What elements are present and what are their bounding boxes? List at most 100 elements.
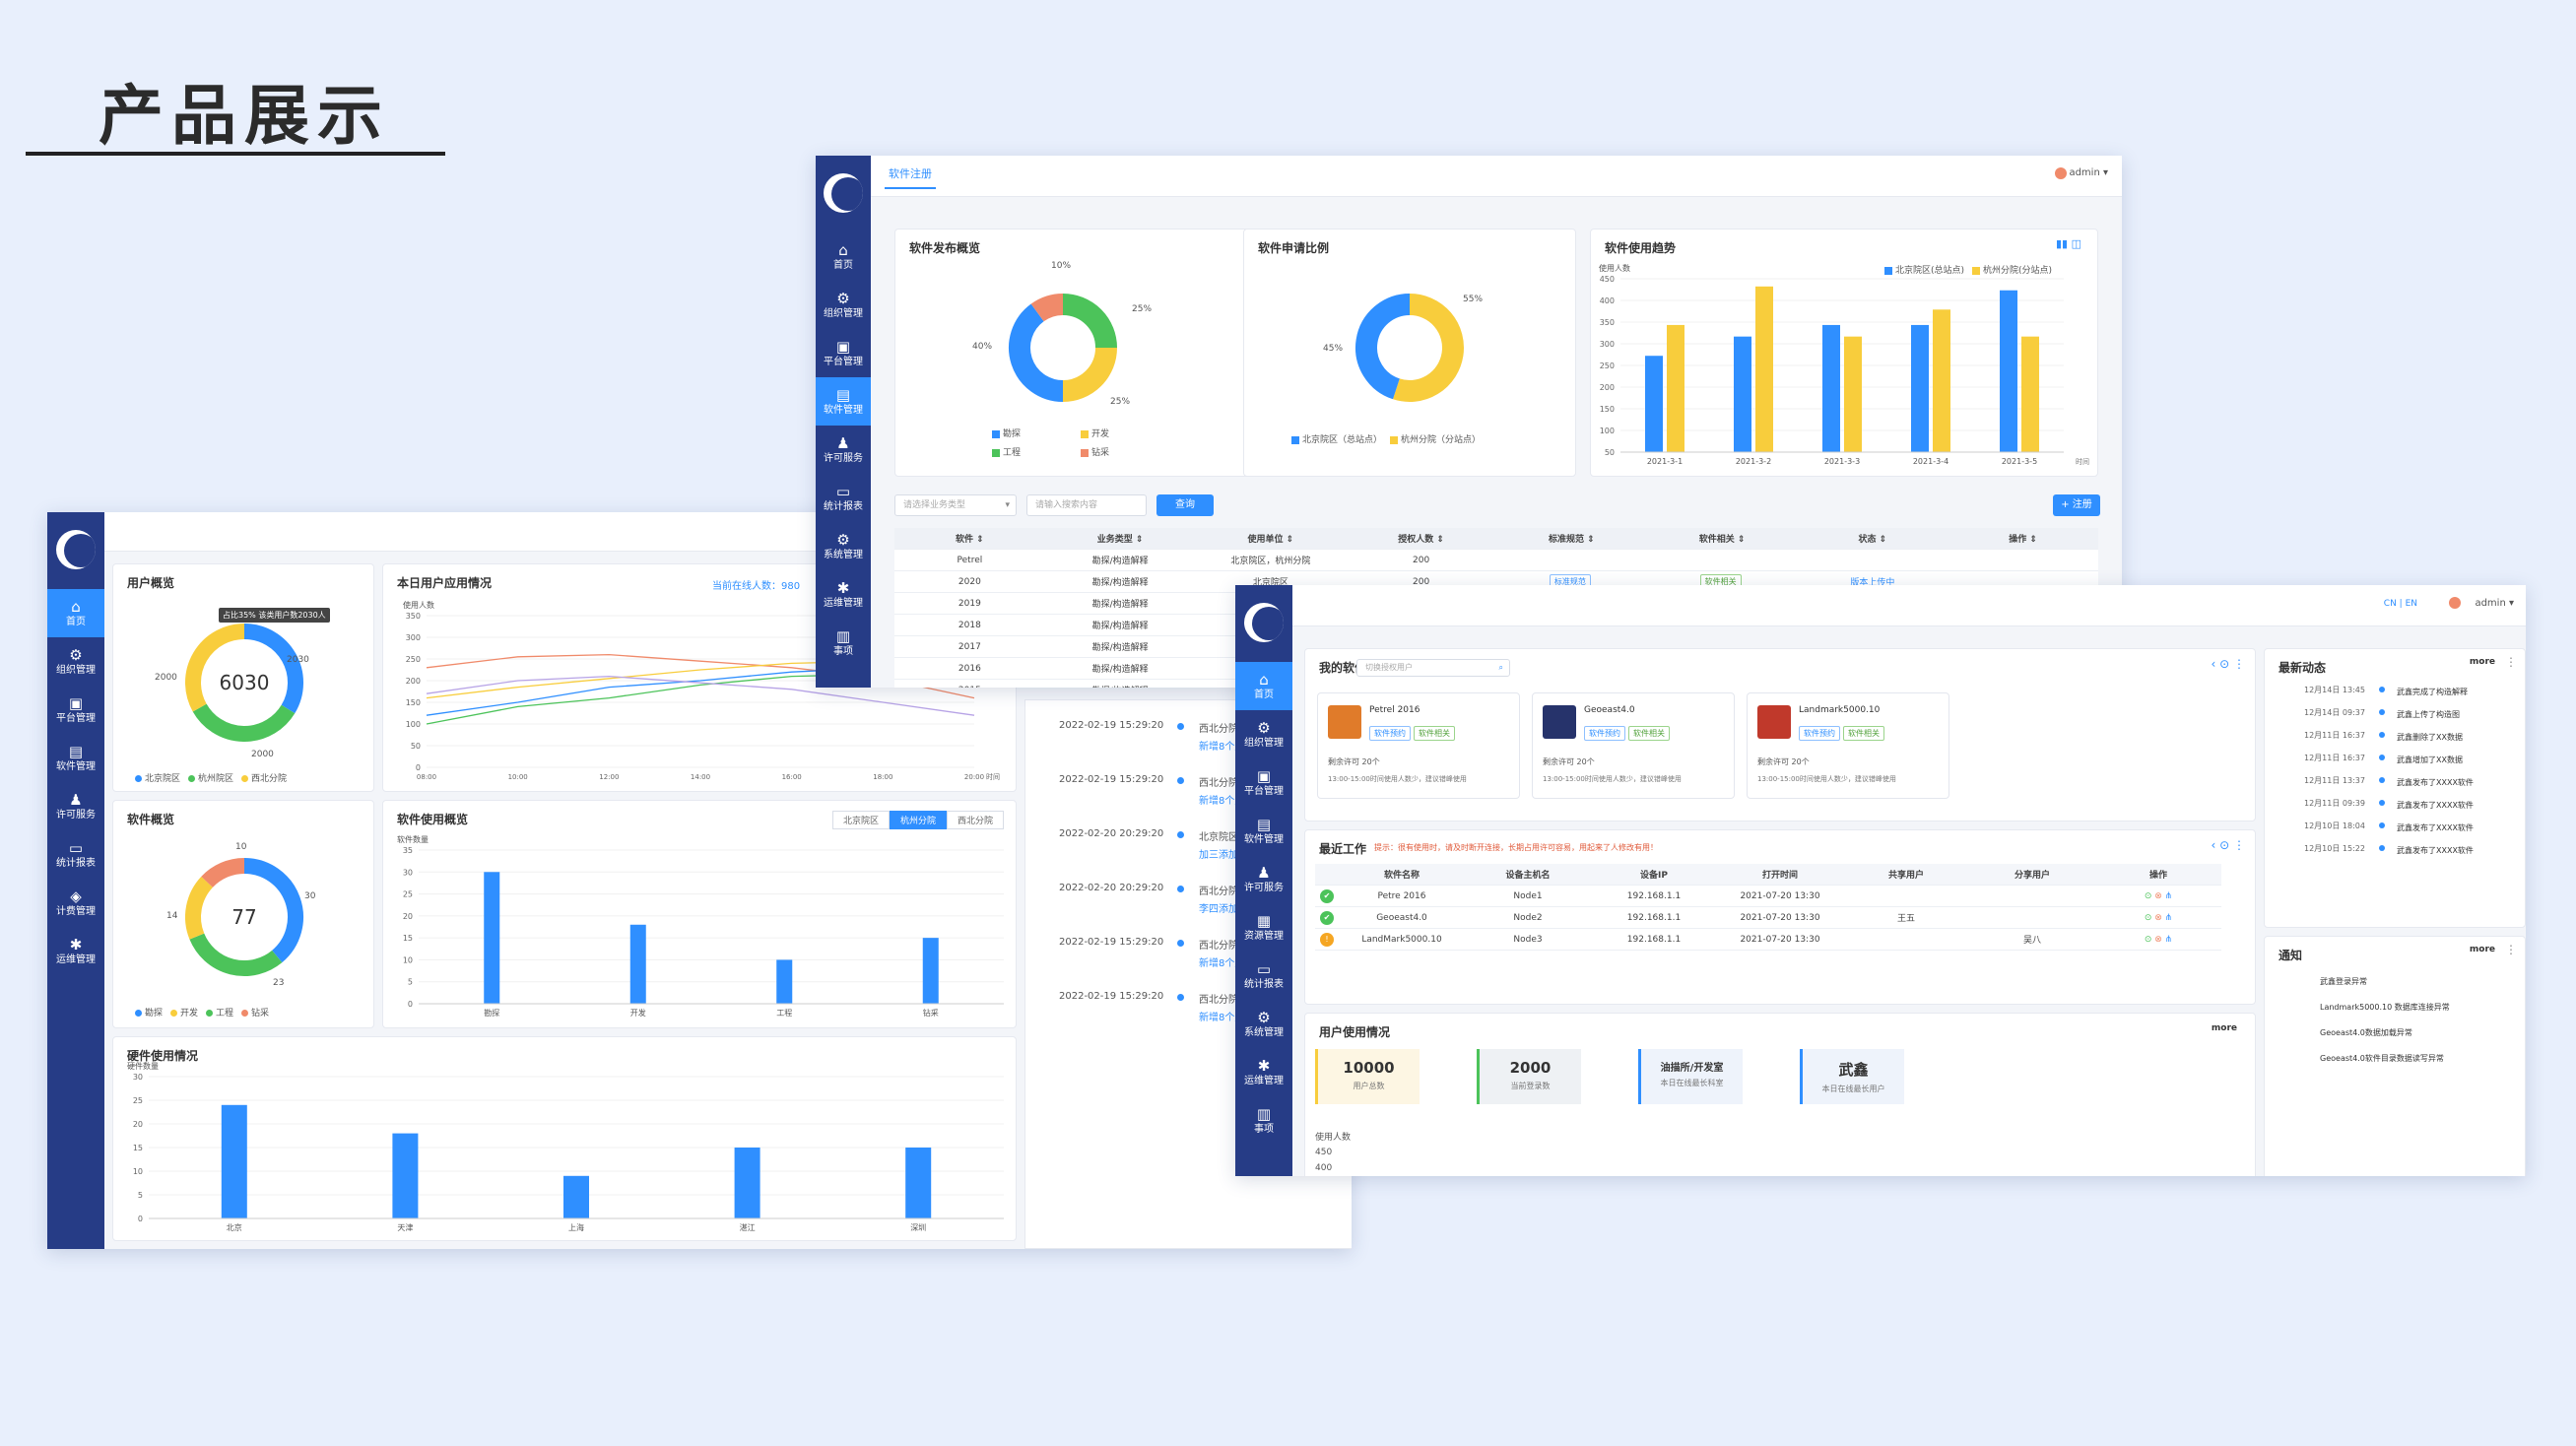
- bell-icon[interactable]: [2449, 597, 2461, 609]
- sidebar-item[interactable]: ♟ 许可服务: [816, 426, 871, 474]
- check-icon[interactable]: ⊙: [2144, 890, 2155, 901]
- x-tick-label: 开发: [630, 1008, 646, 1018]
- reserve-tag[interactable]: 软件预约: [1799, 726, 1840, 741]
- sidebar-item[interactable]: ▦ 资源管理: [1235, 903, 1292, 952]
- search-button[interactable]: 查询: [1156, 494, 1214, 516]
- business-type-select[interactable]: 请选择业务类型 ▾: [894, 494, 1017, 516]
- sidebar-item[interactable]: ♟ 许可服务: [47, 782, 104, 830]
- y-axis-label: 软件数量: [397, 834, 429, 844]
- news-time: 12月11日 13:37: [2304, 776, 2365, 785]
- sidebar-item[interactable]: ▤ 软件管理: [1235, 807, 1292, 855]
- sidebar-item[interactable]: ▤ 软件管理: [816, 377, 871, 426]
- sidebar-item[interactable]: ✱ 运维管理: [816, 570, 871, 619]
- sidebar-item[interactable]: ⚙ 组织管理: [816, 281, 871, 329]
- sidebar-item[interactable]: ▭ 统计报表: [1235, 952, 1292, 1000]
- sidebar-item[interactable]: ▥ 事项: [1235, 1096, 1292, 1145]
- table-row[interactable]: 2015勘探/构造解释: [894, 680, 2098, 689]
- sidebar-item[interactable]: ⚙ 系统管理: [816, 522, 871, 570]
- stat-label: 当前登录数: [1510, 1082, 1551, 1090]
- more-link[interactable]: more: [2469, 945, 2495, 954]
- sidebar-item-label: 软件管理: [824, 405, 863, 416]
- check-icon[interactable]: ⊙: [2144, 912, 2155, 923]
- reserve-tag[interactable]: 软件预约: [1584, 726, 1625, 741]
- sidebar-item-label: 运维管理: [56, 954, 96, 965]
- share-icon[interactable]: ⋔: [2164, 890, 2173, 901]
- search-input[interactable]: 请输入搜索内容: [1026, 494, 1147, 516]
- sidebar-item[interactable]: ▭ 统计报表: [47, 830, 104, 879]
- related-tag[interactable]: 软件相关: [1843, 726, 1884, 741]
- notice-item[interactable]: Geoeast4.0软件目录数据读写异常: [2320, 1054, 2444, 1063]
- legend-swatch: [241, 775, 249, 782]
- carousel-controls[interactable]: ‹ ⊙ ⋮: [2211, 838, 2245, 852]
- notice-item[interactable]: Geoeast4.0数据加载异常: [2320, 1028, 2412, 1037]
- sidebar-item[interactable]: ◈ 计费管理: [47, 879, 104, 927]
- kebab-icon[interactable]: ⋮: [2505, 655, 2517, 669]
- reserve-tag[interactable]: 软件预约: [1369, 726, 1411, 741]
- sidebar-item[interactable]: ▣ 平台管理: [1235, 758, 1292, 807]
- language-switch[interactable]: CN | EN: [2383, 599, 2417, 609]
- label-left: 2000: [155, 673, 177, 683]
- table-row[interactable]: Petrel 勘探/构造解释 北京院区，杭州分院 200: [894, 550, 2098, 571]
- tab-software-register[interactable]: 软件注册: [885, 165, 936, 189]
- table-row[interactable]: ✔ Geoeast4.0 Node2 192.168.1.1 2021-07-20 13…: [1315, 907, 2221, 929]
- sidebar-item[interactable]: ♟ 许可服务: [1235, 855, 1292, 903]
- donut-slice: [185, 624, 245, 712]
- legend-item: 钻采: [1073, 445, 1161, 458]
- related-tag[interactable]: 软件相关: [1628, 726, 1670, 741]
- chart-type-icons[interactable]: ▮▮ ◫: [2056, 237, 2081, 250]
- sidebar-item[interactable]: ⚙ 组织管理: [1235, 710, 1292, 758]
- sidebar-item[interactable]: ▤ 软件管理: [47, 734, 104, 782]
- kebab-icon[interactable]: ⋮: [2505, 943, 2517, 956]
- sidebar-item[interactable]: ⌂ 首页: [816, 232, 871, 281]
- y-tick-label: 20: [403, 912, 413, 921]
- sidebar-item[interactable]: ✱ 运维管理: [47, 927, 104, 975]
- related-tag[interactable]: 软件相关: [1414, 726, 1455, 741]
- close-icon[interactable]: ⊗: [2154, 934, 2165, 945]
- sidebar-item[interactable]: ⚙ 系统管理: [1235, 1000, 1292, 1048]
- timeline-dot: [1177, 777, 1184, 784]
- notice-item[interactable]: Landmark5000.10 数据库连接异常: [2320, 1003, 2450, 1012]
- table-cell: Petrel: [957, 555, 983, 565]
- sidebar-item[interactable]: ⌂ 首页: [47, 589, 104, 637]
- table-cell: 吴八: [2022, 936, 2041, 946]
- check-icon[interactable]: ⊙: [2144, 934, 2155, 945]
- card-title: 软件概览: [127, 813, 175, 826]
- share-icon[interactable]: ⋔: [2164, 934, 2173, 945]
- close-icon[interactable]: ⊗: [2154, 890, 2165, 901]
- x-axis-unit: 时间: [2076, 457, 2089, 466]
- more-link[interactable]: more: [2469, 657, 2495, 667]
- share-icon[interactable]: ⋔: [2164, 912, 2173, 923]
- app-logo: [1244, 603, 1284, 642]
- x-tick-label: 2021-3-4: [1913, 457, 1949, 466]
- software-card[interactable]: Geoeast4.0 软件预约 软件相关 剩余许可 20个 13:00-15:00时间使…: [1532, 692, 1735, 799]
- table-cell: 勘探/构造解释: [1091, 557, 1149, 566]
- sidebar-item[interactable]: ▥ 事项: [816, 619, 871, 667]
- search-icon[interactable]: ⌕: [1498, 663, 1503, 672]
- carousel-controls[interactable]: ‹ ⊙ ⋮: [2211, 657, 2245, 671]
- sidebar-item[interactable]: ▣ 平台管理: [816, 329, 871, 377]
- x-tick-label: 10:00: [508, 773, 528, 781]
- user-menu[interactable]: admin ▾: [2069, 167, 2108, 178]
- table-row[interactable]: ! LandMark5000.10 Node3 192.168.1.1 2021-07-…: [1315, 929, 2221, 951]
- sidebar-item[interactable]: ⌂ 首页: [1235, 662, 1292, 710]
- sidebar-item[interactable]: ▣ 平台管理: [47, 686, 104, 734]
- table-row[interactable]: ✔ Petre 2016 Node1 192.168.1.1 2021-07-20 13…: [1315, 886, 2221, 907]
- sidebar-item-label: 计费管理: [56, 906, 96, 917]
- software-card[interactable]: Petrel 2016 软件预约 软件相关 剩余许可 20个 13:00-15:00时间…: [1317, 692, 1520, 799]
- sidebar-item[interactable]: ✱ 运维管理: [1235, 1048, 1292, 1096]
- sidebar-item[interactable]: ▭ 统计报表: [816, 474, 871, 522]
- user-menu[interactable]: admin ▾: [2475, 598, 2514, 609]
- tab-0[interactable]: 北京院区: [831, 811, 890, 829]
- software-card[interactable]: Landmark5000.10 软件预约 软件相关 剩余许可 20个 13:00-15:…: [1747, 692, 1949, 799]
- card-title: 通知: [2279, 949, 2303, 962]
- close-icon[interactable]: ⊗: [2154, 912, 2165, 923]
- notice-item[interactable]: 武鑫登录异常: [2320, 977, 2367, 986]
- register-button[interactable]: + 注册: [2053, 494, 2100, 516]
- tab-2[interactable]: 西北分院: [946, 811, 1004, 829]
- sidebar-item[interactable]: ⚙ 组织管理: [47, 637, 104, 686]
- more-link[interactable]: more: [2211, 1023, 2237, 1033]
- tab-1[interactable]: 杭州分院: [889, 811, 947, 829]
- legend-label: 工程: [1003, 448, 1022, 458]
- user-switch-input[interactable]: 切换授权用户 ⌕: [1356, 659, 1510, 677]
- bell-icon[interactable]: [2055, 167, 2067, 179]
